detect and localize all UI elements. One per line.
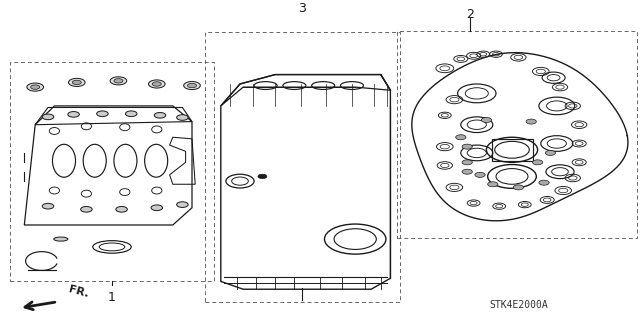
Circle shape [42, 114, 54, 120]
Circle shape [125, 111, 137, 116]
Circle shape [488, 182, 498, 187]
Circle shape [188, 83, 196, 88]
Circle shape [456, 135, 466, 140]
Circle shape [27, 83, 44, 91]
Text: FR.: FR. [67, 285, 90, 300]
Circle shape [148, 80, 165, 88]
Circle shape [177, 202, 188, 207]
Text: 2: 2 [467, 8, 474, 21]
Circle shape [31, 85, 40, 89]
Text: 3: 3 [298, 2, 306, 15]
Circle shape [177, 115, 188, 120]
Text: 1: 1 [108, 291, 116, 304]
Circle shape [152, 82, 161, 86]
Circle shape [114, 79, 123, 83]
Circle shape [68, 78, 85, 86]
Circle shape [462, 144, 472, 149]
Circle shape [526, 119, 536, 124]
Circle shape [72, 80, 81, 85]
Circle shape [462, 169, 472, 174]
Circle shape [184, 81, 200, 90]
Circle shape [81, 206, 92, 212]
Circle shape [539, 180, 549, 185]
Circle shape [462, 160, 472, 165]
Circle shape [42, 204, 54, 209]
Circle shape [116, 206, 127, 212]
Circle shape [545, 150, 556, 155]
Text: STK4E2000A: STK4E2000A [489, 300, 548, 310]
Circle shape [475, 172, 485, 177]
Circle shape [110, 77, 127, 85]
Circle shape [513, 185, 524, 190]
Circle shape [532, 160, 543, 165]
Circle shape [97, 111, 108, 116]
Circle shape [151, 205, 163, 211]
Ellipse shape [54, 237, 68, 241]
Circle shape [258, 174, 267, 179]
Circle shape [68, 112, 79, 117]
Circle shape [481, 117, 492, 122]
Circle shape [154, 113, 166, 118]
